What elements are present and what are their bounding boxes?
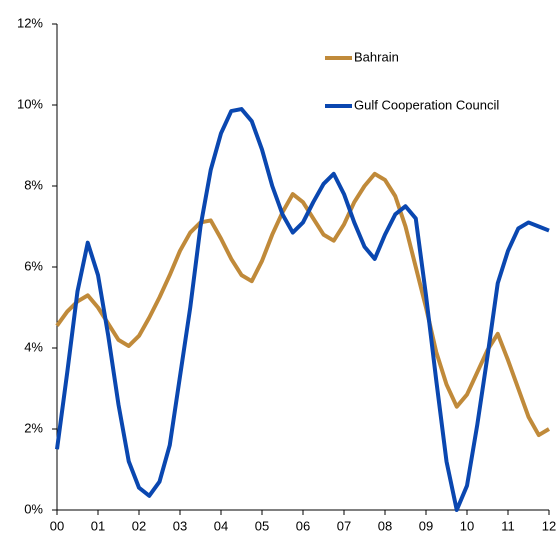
x-tick-label: 05 bbox=[255, 518, 269, 533]
x-tick-label: 07 bbox=[337, 518, 351, 533]
x-tick-label: 10 bbox=[460, 518, 474, 533]
y-tick-label: 12% bbox=[17, 15, 43, 30]
x-tick-label: 09 bbox=[419, 518, 433, 533]
x-tick-label: 04 bbox=[214, 518, 228, 533]
series-line bbox=[55, 107, 550, 512]
x-tick-label: 08 bbox=[378, 518, 392, 533]
x-tick-label: 03 bbox=[173, 518, 187, 533]
legend-label: Bahrain bbox=[354, 49, 399, 64]
x-tick-label: 01 bbox=[91, 518, 105, 533]
y-tick-label: 2% bbox=[24, 420, 43, 435]
y-tick-label: 0% bbox=[24, 501, 43, 516]
y-tick-label: 10% bbox=[17, 96, 43, 111]
x-tick-label: 00 bbox=[50, 518, 64, 533]
x-tick-label: 02 bbox=[132, 518, 146, 533]
x-tick-label: 12 bbox=[542, 518, 556, 533]
series-line bbox=[55, 171, 551, 438]
y-tick-label: 4% bbox=[24, 339, 43, 354]
x-tick-label: 06 bbox=[296, 518, 310, 533]
y-tick-label: 6% bbox=[24, 258, 43, 273]
legend-label: Gulf Cooperation Council bbox=[354, 97, 499, 112]
x-tick-label: 11 bbox=[501, 518, 515, 533]
y-tick-label: 8% bbox=[24, 177, 43, 192]
